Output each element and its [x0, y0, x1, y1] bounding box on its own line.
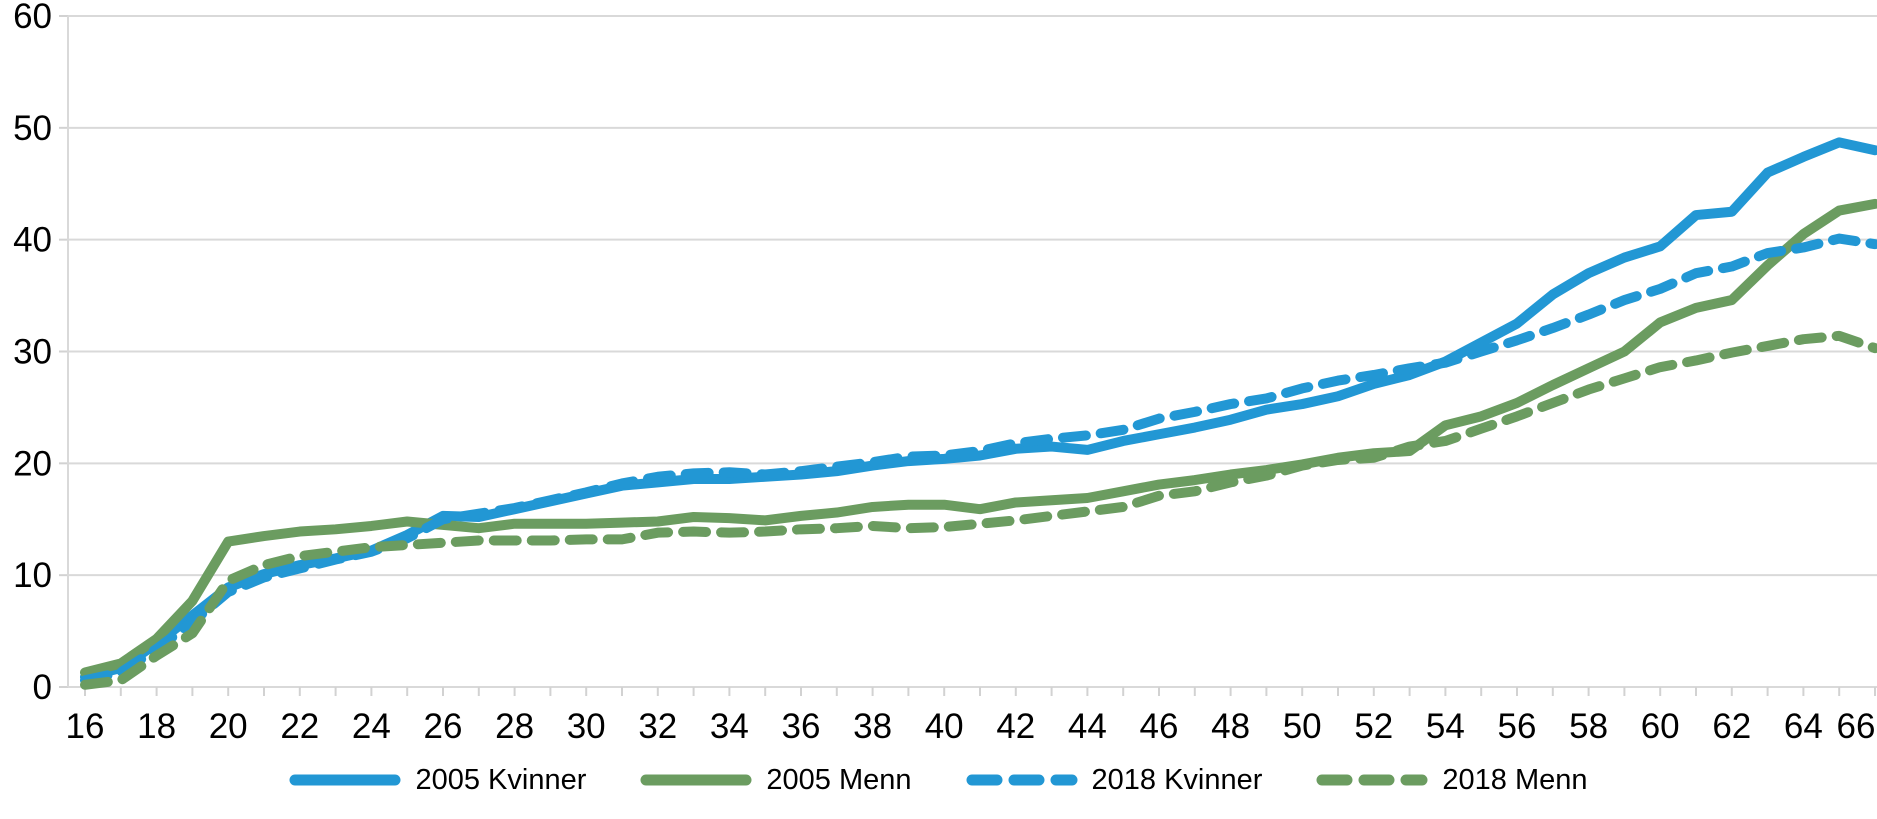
x-axis-label-20: 20	[209, 707, 248, 746]
x-axis-label-24: 24	[352, 707, 391, 746]
x-axis-label-54: 54	[1426, 707, 1465, 746]
x-axis-label-52: 52	[1354, 707, 1393, 746]
y-axis-label-60: 60	[13, 0, 52, 36]
x-axis-label-60: 60	[1641, 707, 1680, 746]
legend-line-sample-solid	[289, 774, 401, 786]
x-axis-label-26: 26	[424, 707, 463, 746]
series-line-2005-menn	[80, 198, 1877, 678]
x-axis-label-44: 44	[1068, 707, 1107, 746]
line-chart: 0 10 20 30 40 50 60 16 18 20 22 24 26 28 30 32 34 36 38 40 4…	[13, 0, 1877, 746]
y-axis-label-50: 50	[13, 109, 52, 148]
legend-label: 2005 Kvinner	[415, 763, 587, 796]
y-axis-label-30: 30	[13, 333, 52, 372]
legend-line-sample-dashed	[1316, 774, 1428, 786]
x-axis-label-64: 64	[1784, 707, 1823, 746]
x-axis-label-58: 58	[1569, 707, 1608, 746]
y-axis-label-40: 40	[13, 221, 52, 260]
y-axis-label-10: 10	[13, 556, 52, 595]
x-axis-label-16: 16	[66, 707, 105, 746]
y-axis-label-0: 0	[33, 668, 52, 707]
x-axis-label-36: 36	[782, 707, 821, 746]
x-axis-label-40: 40	[925, 707, 964, 746]
legend-label: 2018 Kvinner	[1091, 763, 1263, 796]
x-axis-label-34: 34	[710, 707, 749, 746]
series-line-2018-menn	[80, 330, 1877, 690]
x-axis-label-38: 38	[853, 707, 892, 746]
x-axis-label-46: 46	[1140, 707, 1179, 746]
x-axis-label-32: 32	[638, 707, 677, 746]
chart-legend: 2005 Kvinner 2005 Menn 2018 Kvinner 2018 Me…	[0, 750, 1877, 810]
x-axis-label-30: 30	[567, 707, 606, 746]
legend-line-sample-solid	[640, 774, 752, 786]
x-axis-label-18: 18	[137, 707, 176, 746]
legend-label: 2018 Menn	[1442, 763, 1588, 796]
plot-area: 0 10 20 30 40 50 60 16 18 20 22 24 26 28 30 32 34 36 38 40 4…	[13, 0, 1877, 746]
x-axis-label-50: 50	[1283, 707, 1322, 746]
x-axis-label-62: 62	[1712, 707, 1751, 746]
x-axis-label-42: 42	[996, 707, 1035, 746]
legend-item-2005-kvinner[interactable]: 2005 Kvinner	[289, 764, 586, 797]
legend-line-sample-dashed	[966, 774, 1077, 786]
y-axis-label-20: 20	[13, 444, 52, 483]
legend-item-2018-kvinner[interactable]: 2018 Kvinner	[966, 763, 1263, 797]
series-line-2018-kvinner	[80, 233, 1877, 686]
x-axis-label-28: 28	[495, 707, 534, 746]
series-line-2005-kvinner	[80, 137, 1877, 682]
legend-item-2018-menn[interactable]: 2018 Menn	[1316, 763, 1588, 797]
x-axis-label-66: 66	[1837, 707, 1876, 746]
x-axis-label-48: 48	[1211, 707, 1250, 746]
x-axis-label-56: 56	[1498, 707, 1537, 746]
x-axis-label-22: 22	[280, 707, 319, 746]
legend-label: 2005 Menn	[766, 763, 912, 796]
legend-item-2005-menn[interactable]: 2005 Menn	[640, 763, 912, 797]
